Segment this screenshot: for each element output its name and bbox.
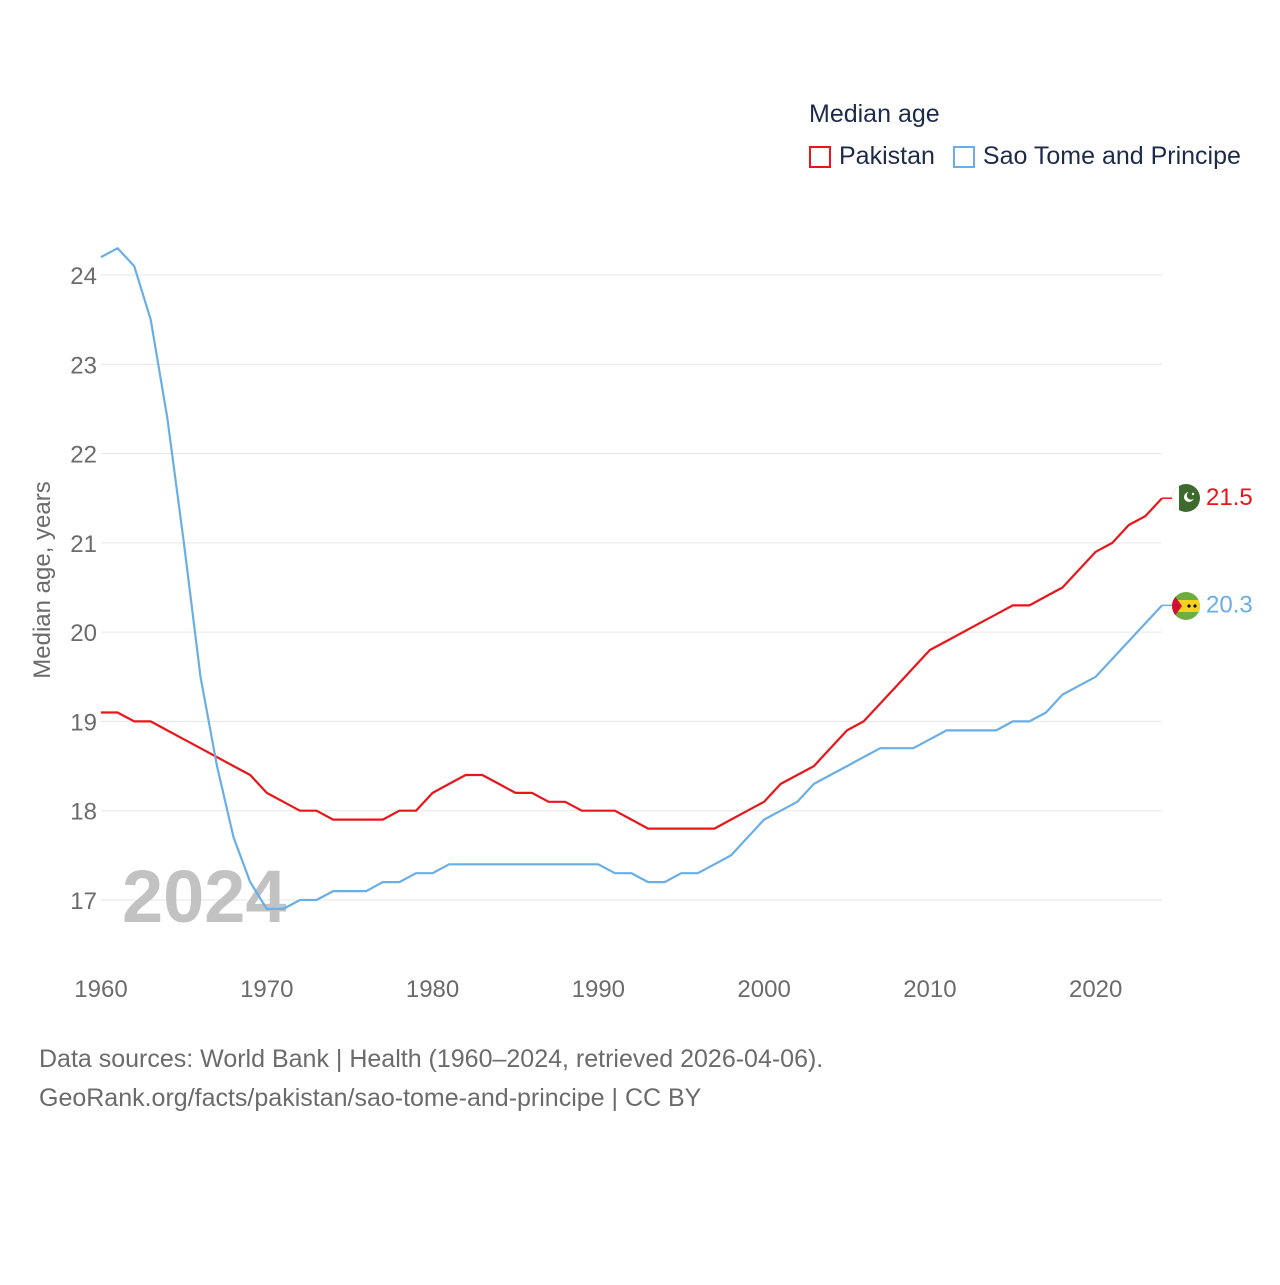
y-tick-label: 19 bbox=[70, 709, 97, 736]
source-line-1: Data sources: World Bank | Health (1960–… bbox=[39, 1045, 824, 1073]
y-axis-ticks: 17 18 19 20 21 22 23 24 bbox=[70, 263, 97, 915]
x-axis-ticks: 1960 1970 1980 1990 2000 2010 2020 bbox=[74, 976, 1122, 1003]
y-axis-label: Median age, years bbox=[29, 481, 56, 678]
x-tick-label: 2000 bbox=[737, 976, 790, 1003]
y-tick-label: 20 bbox=[70, 620, 97, 647]
series-line-pakistan[interactable] bbox=[101, 497, 1163, 830]
legend: Pakistan Sao Tome and Principe bbox=[809, 142, 1259, 171]
legend-swatch-sao-tome bbox=[952, 145, 975, 168]
legend-item-sao-tome[interactable]: Sao Tome and Principe bbox=[952, 142, 1241, 171]
x-tick-label: 2010 bbox=[903, 976, 956, 1003]
legend-label-pakistan: Pakistan bbox=[839, 142, 935, 170]
y-tick-label: 23 bbox=[70, 352, 97, 379]
x-tick-label: 1980 bbox=[406, 976, 459, 1003]
year-watermark: 2024 bbox=[122, 855, 287, 938]
x-tick-label: 2020 bbox=[1069, 976, 1122, 1003]
legend-label-sao-tome: Sao Tome and Principe bbox=[982, 142, 1241, 170]
y-tick-label: 24 bbox=[70, 263, 97, 290]
sao-tome-flag-icon bbox=[1172, 592, 1200, 620]
legend-swatch-pakistan bbox=[809, 145, 831, 168]
x-tick-label: 1990 bbox=[572, 976, 625, 1003]
end-value-label-sao-tome: 20.3 bbox=[1206, 591, 1253, 618]
y-tick-label: 18 bbox=[70, 799, 97, 826]
pakistan-flag-icon bbox=[1172, 484, 1200, 512]
grid-layer bbox=[101, 274, 1162, 901]
end-value-label-pakistan: 21.5 bbox=[1206, 484, 1253, 511]
y-tick-label: 22 bbox=[70, 442, 97, 469]
y-tick-label: 17 bbox=[70, 888, 97, 915]
x-tick-label: 1970 bbox=[240, 976, 293, 1003]
legend-title: Median age bbox=[809, 100, 940, 128]
y-tick-label: 21 bbox=[70, 531, 97, 558]
x-tick-label: 1960 bbox=[74, 976, 127, 1003]
source-line-2[interactable]: GeoRank.org/facts/pakistan/sao-tome-and-… bbox=[39, 1084, 702, 1112]
legend-item-pakistan[interactable]: Pakistan bbox=[809, 142, 935, 171]
series-layer: 21.5 20.3 bbox=[100, 247, 1253, 911]
series-line-sao-tome[interactable] bbox=[100, 247, 1163, 911]
